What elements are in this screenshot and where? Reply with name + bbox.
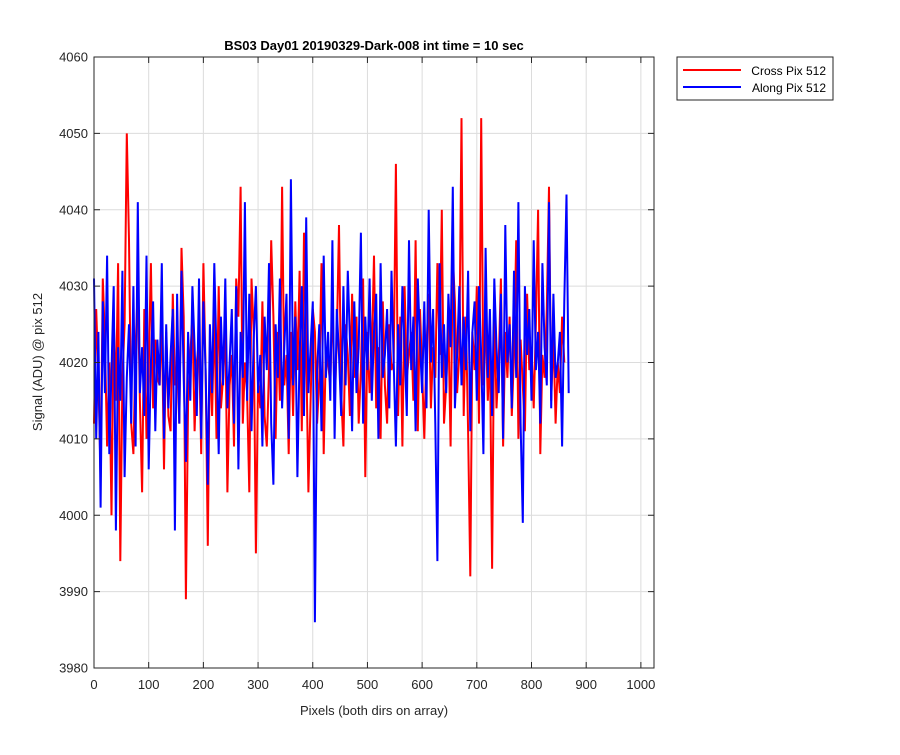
x-tick-label: 800 <box>521 677 543 692</box>
y-tick-label: 4050 <box>59 126 88 141</box>
x-tick-label: 400 <box>302 677 324 692</box>
y-tick-label: 4060 <box>59 50 88 65</box>
legend-label-cross: Cross Pix 512 <box>751 64 826 78</box>
y-tick-label: 3980 <box>59 661 88 676</box>
y-tick-label: 3990 <box>59 584 88 599</box>
chart-title: BS03 Day01 20190329-Dark-008 int time = … <box>224 38 524 53</box>
series-layer <box>93 118 570 623</box>
x-tick-label: 900 <box>575 677 597 692</box>
legend-box <box>676 56 834 101</box>
legend-label-along: Along Pix 512 <box>752 81 826 95</box>
x-tick-label: 1000 <box>626 677 655 692</box>
x-tick-label: 600 <box>411 677 433 692</box>
y-tick-label: 4020 <box>59 355 88 370</box>
x-tick-label: 100 <box>138 677 160 692</box>
legend: Cross Pix 512 Along Pix 512 <box>676 56 834 101</box>
x-tick-label: 200 <box>193 677 215 692</box>
x-tick-label: 300 <box>247 677 269 692</box>
x-tick-label: 700 <box>466 677 488 692</box>
y-tick-label: 4030 <box>59 279 88 294</box>
x-axis-label: Pixels (both dirs on array) <box>300 703 448 718</box>
y-tick-label: 4040 <box>59 202 88 217</box>
y-axis-label: Signal (ADU) @ pix 512 <box>30 293 45 431</box>
x-tick-label: 500 <box>357 677 379 692</box>
x-tick-label: 0 <box>90 677 97 692</box>
ticks: 0 100 200 300 400 500 600 700 800 900 1000 3980 3990… <box>59 50 655 693</box>
y-tick-label: 4010 <box>59 431 88 446</box>
y-tick-label: 4000 <box>59 508 88 523</box>
series-line-along <box>93 179 570 623</box>
